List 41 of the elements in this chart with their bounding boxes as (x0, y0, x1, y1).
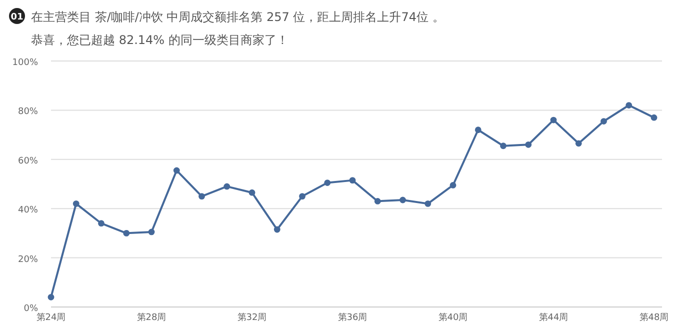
chart-title: 在主营类目 茶/咖啡/冲饮 中周成交额排名第 257 位，距上周排名上升74位 。 (31, 10, 444, 24)
point (198, 193, 205, 200)
x-tick-label: 第44周 (538, 312, 568, 323)
point (650, 114, 658, 121)
point (248, 189, 256, 196)
point (274, 226, 280, 233)
y-tick-label: 20% (18, 254, 38, 265)
point (349, 177, 356, 184)
x-tick-label: 第36周 (338, 312, 368, 323)
point (299, 193, 306, 200)
x-tick-label: 第48周 (639, 312, 669, 323)
point (424, 200, 432, 207)
point (123, 230, 130, 236)
point (626, 102, 632, 108)
point (525, 141, 532, 148)
y-tick-label: 0% (24, 304, 38, 314)
point (173, 167, 180, 174)
point (98, 220, 104, 227)
point (450, 182, 456, 188)
point (324, 180, 331, 186)
point (148, 228, 155, 236)
point (474, 126, 482, 134)
x-tick-label: 第32周 (237, 312, 267, 323)
point (224, 183, 230, 190)
y-tick-label: 40% (18, 206, 38, 216)
point (400, 196, 406, 204)
y-tick-label: 60% (18, 156, 38, 166)
point (500, 142, 506, 150)
chart-subtitle: 恭喜，您已超越 82.14% 的同一级类目商家了！ (31, 33, 288, 47)
x-tick-label: 第40周 (438, 312, 468, 323)
point (374, 198, 381, 204)
point (72, 200, 80, 207)
text: 01 (10, 12, 24, 22)
point (600, 118, 607, 124)
x-tick-label: 第24周 (36, 312, 66, 323)
point (575, 140, 582, 147)
y-tick-label: 100% (12, 58, 38, 68)
point (550, 116, 557, 124)
x-tick-label: 第28周 (136, 312, 166, 323)
y-tick-label: 80% (18, 107, 38, 118)
point (48, 294, 54, 300)
